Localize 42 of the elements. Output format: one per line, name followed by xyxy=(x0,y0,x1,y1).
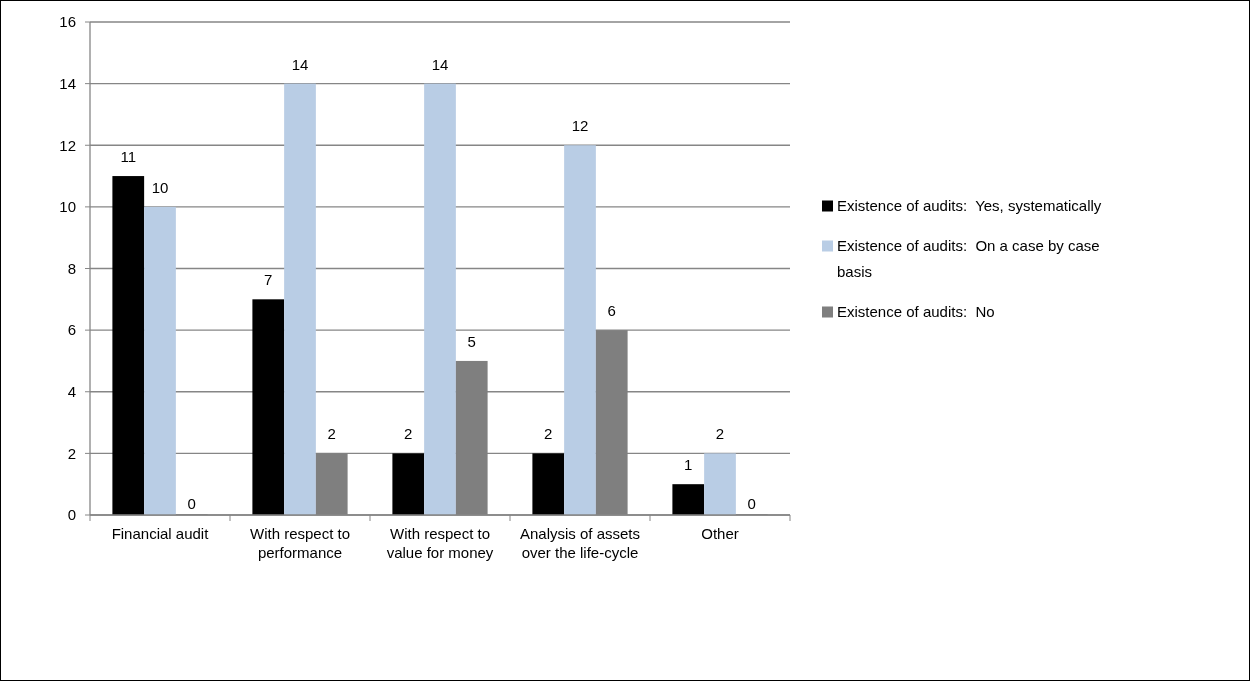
data-label: 6 xyxy=(607,302,616,320)
data-label: 14 xyxy=(431,55,449,73)
data-label: 0 xyxy=(747,495,756,512)
bar xyxy=(532,453,565,515)
x-tick-label: Financial audit xyxy=(111,525,210,542)
y-tick-label: 10 xyxy=(59,198,76,216)
y-tick-label: 0 xyxy=(67,506,76,524)
data-label: 1 xyxy=(684,456,693,474)
data-label: 2 xyxy=(404,425,413,443)
data-label: 7 xyxy=(264,271,273,289)
bar xyxy=(392,453,425,515)
x-tick-label: With respect to value for money xyxy=(386,525,494,561)
y-tick-label: 6 xyxy=(67,321,76,339)
data-label: 0 xyxy=(187,495,196,512)
y-tick-label: 16 xyxy=(59,13,76,31)
legend-label: Existence of audits: Yes, systematically xyxy=(837,196,1102,214)
data-label: 5 xyxy=(467,332,476,350)
bar xyxy=(424,83,456,515)
bar xyxy=(672,484,705,515)
bar xyxy=(284,83,316,515)
x-tick-label: Other xyxy=(701,525,739,542)
bar xyxy=(144,206,176,515)
bar xyxy=(252,299,285,515)
data-label: 2 xyxy=(544,425,553,443)
bar xyxy=(704,453,736,515)
data-label: 10 xyxy=(151,178,169,196)
legend-label: Existence of audits: On a case by case basis xyxy=(837,236,1100,280)
y-tick-label: 4 xyxy=(67,383,76,400)
y-tick-label: 14 xyxy=(59,74,76,92)
bar xyxy=(564,145,596,515)
data-label: 14 xyxy=(291,55,309,73)
legend-label: Existence of audits: No xyxy=(837,302,995,320)
x-tick-label: Analysis of assets over the life-cycle xyxy=(519,525,641,561)
data-label: 2 xyxy=(327,425,336,443)
bar xyxy=(112,176,145,515)
y-tick-label: 12 xyxy=(59,136,76,154)
data-label: 11 xyxy=(120,148,137,166)
data-label: 12 xyxy=(571,117,589,135)
y-tick-label: 2 xyxy=(67,444,76,462)
data-label: 2 xyxy=(715,425,725,443)
x-tick-label: With respect to performance xyxy=(249,525,351,561)
y-tick-label: 8 xyxy=(67,259,76,277)
